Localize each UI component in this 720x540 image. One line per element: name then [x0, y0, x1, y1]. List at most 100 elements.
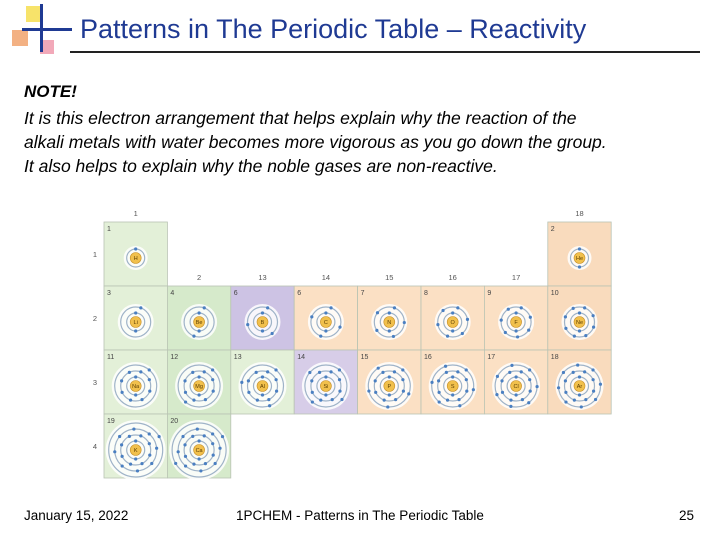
electron-shell [437, 306, 469, 338]
electron-dot [430, 380, 434, 384]
electron-dot [192, 334, 196, 338]
electron-dot [157, 434, 161, 439]
electron-dot [528, 368, 532, 372]
atomic-number: 19 [107, 418, 115, 425]
electron-dot [441, 308, 445, 313]
electron-dot [181, 434, 185, 439]
electron-dot [191, 370, 195, 374]
electron-dot [598, 382, 603, 386]
electron-dot [591, 389, 596, 393]
electron-dot [337, 378, 342, 382]
electron-dot [202, 434, 206, 438]
electron-dot [514, 311, 518, 315]
element-symbol: Si [323, 384, 328, 390]
electron-dot [274, 378, 278, 382]
note-line: alkali metals with water becomes more vi… [24, 132, 607, 152]
electron-shell [500, 370, 532, 402]
electron-dot [197, 311, 201, 315]
electron-shell [310, 370, 342, 402]
electron-dot [211, 389, 215, 393]
electron-dot [134, 375, 138, 379]
electron-dot [503, 330, 507, 335]
electron-dot [338, 389, 342, 393]
nucleus [320, 316, 332, 328]
electron-shell [120, 306, 152, 338]
element-symbol: P [387, 384, 391, 390]
electron-dot [576, 363, 580, 367]
electron-dot [437, 390, 441, 394]
electron-dot [260, 375, 265, 379]
electron-dot [514, 329, 518, 333]
electron-dot [443, 364, 448, 368]
electron-dot [254, 370, 258, 374]
electron-dot [127, 370, 131, 374]
electron-dot [240, 380, 244, 384]
electron-dot [310, 379, 314, 383]
electron-dot [515, 335, 520, 339]
electron-dot [556, 386, 561, 390]
electron-dot [375, 328, 379, 332]
electron-dot [134, 311, 138, 315]
electron-dot [191, 434, 195, 438]
element-symbol: Ne [576, 320, 583, 326]
electron-dot [192, 398, 196, 402]
atomic-number: 9 [487, 290, 491, 297]
electron-dot [183, 443, 187, 447]
electron-shell [373, 370, 405, 402]
electron-dot [134, 457, 138, 461]
electron-shell [183, 306, 215, 338]
element-symbol: Cl [513, 384, 518, 390]
electron-dot [211, 442, 215, 446]
element-symbol: K [134, 448, 138, 454]
electron-dot [139, 306, 143, 310]
electron-dot [267, 398, 271, 402]
atomic-number: 17 [487, 354, 495, 361]
note-line: It is this electron arrangement that hel… [24, 108, 577, 128]
electron-dot [218, 446, 222, 450]
electron-dot [528, 389, 532, 393]
footer-course: 1PCHEM - Patterns in The Periodic Table [236, 508, 484, 523]
logo-square-orange [12, 30, 28, 46]
electron-dot [202, 370, 206, 374]
electron-shell [431, 364, 475, 408]
slide-title: Patterns in The Periodic Table – Reactiv… [80, 14, 587, 44]
electron-dot [373, 379, 377, 383]
title-underline [70, 51, 700, 53]
atomic-number: 6 [234, 290, 238, 297]
electron-dot [387, 393, 391, 397]
electron-dot [451, 393, 455, 397]
group-label: 2 [197, 273, 201, 282]
electron-dot [140, 462, 144, 466]
electron-dot [155, 446, 159, 450]
electron-dot [247, 390, 251, 394]
electron-dot [387, 311, 391, 315]
electron-dot [310, 400, 314, 404]
electron-dot [572, 334, 576, 338]
electron-dot [120, 464, 124, 468]
electron-dot [260, 329, 265, 333]
electron-dot [514, 393, 518, 397]
slide-logo [12, 4, 72, 54]
nucleus [510, 380, 522, 392]
electron-dot [150, 461, 154, 466]
electron-dot [139, 434, 143, 438]
nucleus [256, 316, 269, 328]
electron-dot [310, 315, 314, 319]
electron-dot [577, 247, 582, 251]
nucleus [446, 316, 459, 328]
electron-dot [113, 450, 117, 454]
period-label: 1 [93, 250, 97, 259]
electron-dot [436, 322, 440, 327]
electron-shell [437, 370, 469, 402]
element-symbol: Mg [195, 384, 203, 390]
electron-dot [564, 400, 568, 404]
electron-dot [120, 379, 124, 383]
electron-shell [114, 428, 158, 472]
electron-dot [197, 457, 201, 461]
nucleus [193, 316, 205, 328]
electron-dot [456, 306, 460, 310]
electron-dot [270, 331, 274, 336]
atomic-number: 13 [234, 354, 242, 361]
electron-dot [135, 469, 140, 473]
electron-dot [374, 390, 378, 394]
